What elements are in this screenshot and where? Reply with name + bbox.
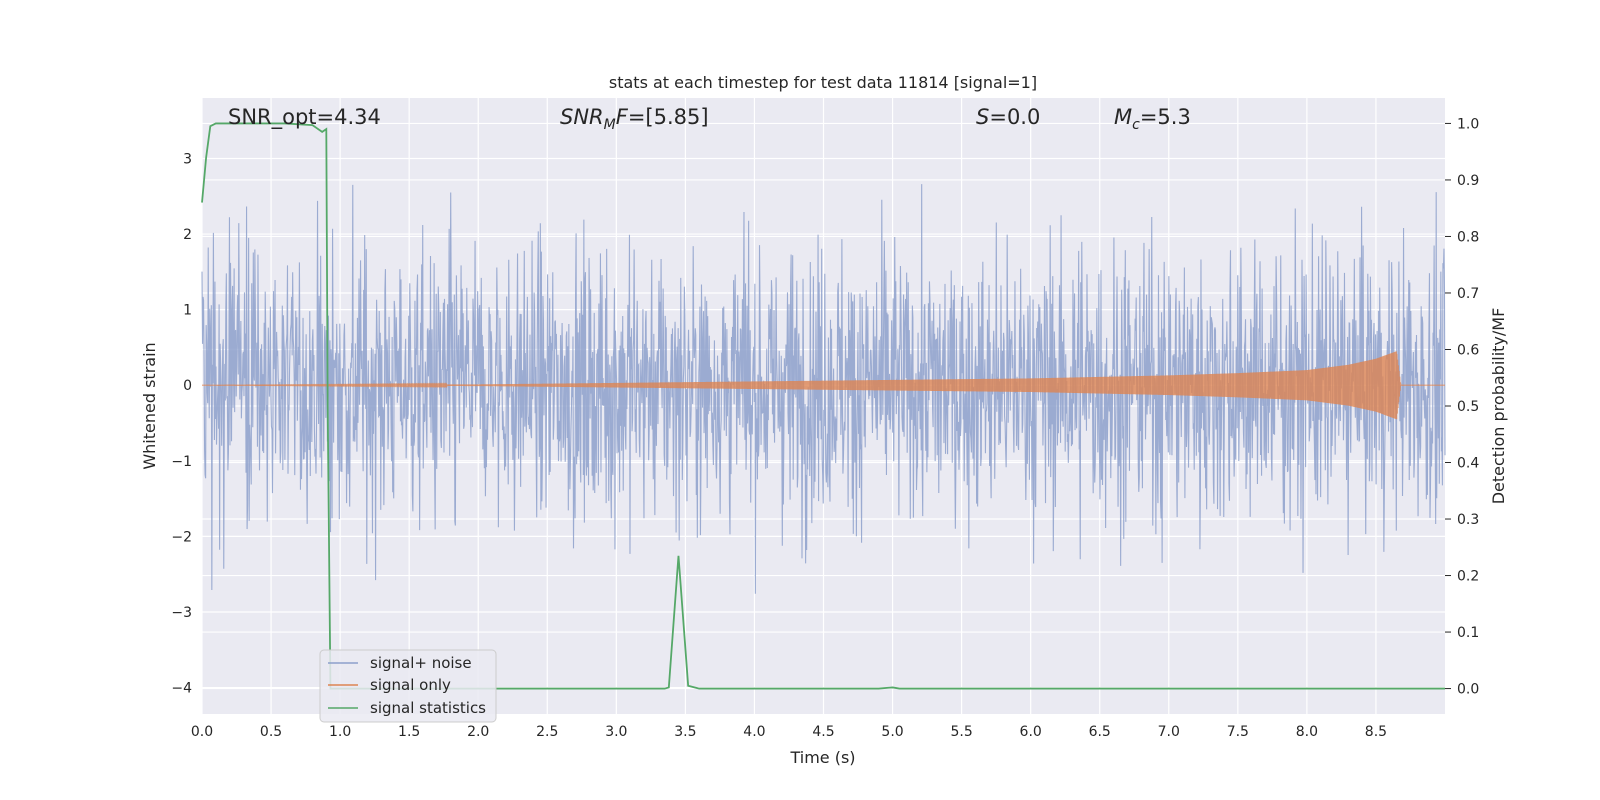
annotation-snr-opt: SNR_opt=4.34 — [228, 105, 381, 130]
x-tick-label: 5.5 — [950, 724, 972, 740]
x-tick-label: 6.5 — [1089, 724, 1111, 740]
annotation-snr-mf: SNRMF=[5.85] — [560, 105, 709, 133]
y-right-tick-label: 0.5 — [1457, 399, 1479, 415]
annotation-s-value: =0.0 — [989, 105, 1040, 129]
y-right-tick-label: 0.9 — [1457, 173, 1479, 189]
x-tick-label: 7.0 — [1158, 724, 1180, 740]
y-right-tick-label: 0.1 — [1457, 625, 1479, 641]
y-left-tick-label: −1 — [171, 454, 192, 470]
y-left-tick-label: −4 — [171, 681, 192, 697]
y-left-tick-label: 3 — [183, 151, 192, 167]
annotation-snr-mf-mid: F — [616, 105, 629, 129]
x-tick-label: 8.5 — [1365, 724, 1387, 740]
y-left-axis-label: Whitened strain — [140, 342, 159, 469]
x-tick-label: 5.0 — [881, 724, 903, 740]
x-tick-label: 3.5 — [674, 724, 696, 740]
x-tick-label: 8.0 — [1296, 724, 1318, 740]
x-tick-label: 3.0 — [605, 724, 627, 740]
x-tick-label: 2.0 — [467, 724, 489, 740]
y-left-tick-label: 0 — [183, 378, 192, 394]
legend-label-signal-noise: signal+ noise — [370, 654, 472, 672]
annotation-mc-value: =5.3 — [1140, 105, 1191, 129]
chart-title: stats at each timestep for test data 118… — [609, 73, 1037, 92]
x-axis-ticks: 0.0 0.5 1.0 1.5 2.0 2.5 3.0 3.5 4.0 4.5 5.0 5.5 6.0 6… — [191, 724, 1387, 740]
x-tick-label: 1.5 — [398, 724, 420, 740]
x-tick-label: 4.0 — [743, 724, 765, 740]
y-right-tick-label: 0.7 — [1457, 286, 1479, 302]
y-right-tick-label: 0.3 — [1457, 512, 1479, 528]
y-left-tick-label: −2 — [171, 529, 192, 545]
y-right-tick-label: 0.6 — [1457, 342, 1479, 358]
x-tick-label: 0.0 — [191, 724, 213, 740]
y-left-axis-ticks: −4 −3 −2 −1 0 1 2 3 — [171, 151, 192, 696]
x-tick-label: 4.5 — [812, 724, 834, 740]
series-signal-statistics — [201, 122, 1445, 690]
legend-box — [319, 649, 497, 723]
x-tick-label: 7.5 — [1227, 724, 1249, 740]
y-right-axis-ticks: 0.0 0.1 0.2 0.3 0.4 0.5 0.6 0.7 0.8 0.9 1.0 — [1445, 116, 1479, 698]
x-axis-label: Time (s) — [789, 748, 855, 767]
x-tick-label: 1.0 — [329, 724, 351, 740]
x-tick-label: 2.5 — [536, 724, 558, 740]
y-right-tick-label: 0.8 — [1457, 229, 1479, 245]
annotation-s-prefix: S — [976, 105, 989, 129]
annotation-mc: Mc=5.3 — [1114, 105, 1191, 133]
legend-label-signal-statistics: signal statistics — [370, 699, 486, 717]
y-left-tick-label: 2 — [183, 227, 192, 243]
x-tick-label: 6.0 — [1020, 724, 1042, 740]
y-right-tick-label: 0.4 — [1457, 456, 1479, 472]
y-right-tick-label: 0.2 — [1457, 569, 1479, 585]
legend-label-signal-only: signal only — [370, 676, 451, 694]
line-signal-statistics — [201, 122, 1445, 690]
annotation-snr-mf-sub: M — [604, 117, 616, 133]
annotation-mc-prefix: M — [1114, 105, 1132, 129]
legend: signal+ noise signal only signal statist… — [319, 649, 497, 723]
annotation-mc-sub: c — [1132, 117, 1140, 133]
line-signal-only — [201, 351, 1445, 420]
y-left-tick-label: −3 — [171, 605, 192, 621]
y-right-tick-label: 1.0 — [1457, 116, 1479, 132]
y-right-tick-label: 0.0 — [1457, 682, 1479, 698]
annotation-snr-mf-prefix: SNR — [560, 105, 604, 129]
y-left-tick-label: 1 — [183, 303, 192, 319]
x-tick-label: 0.5 — [260, 724, 282, 740]
series-signal-only — [201, 351, 1445, 420]
annotation-snr-mf-value: =[5.85] — [628, 105, 709, 129]
y-right-axis-label: Detection probability/MF — [1489, 308, 1508, 505]
annotation-s: S=0.0 — [976, 105, 1040, 129]
